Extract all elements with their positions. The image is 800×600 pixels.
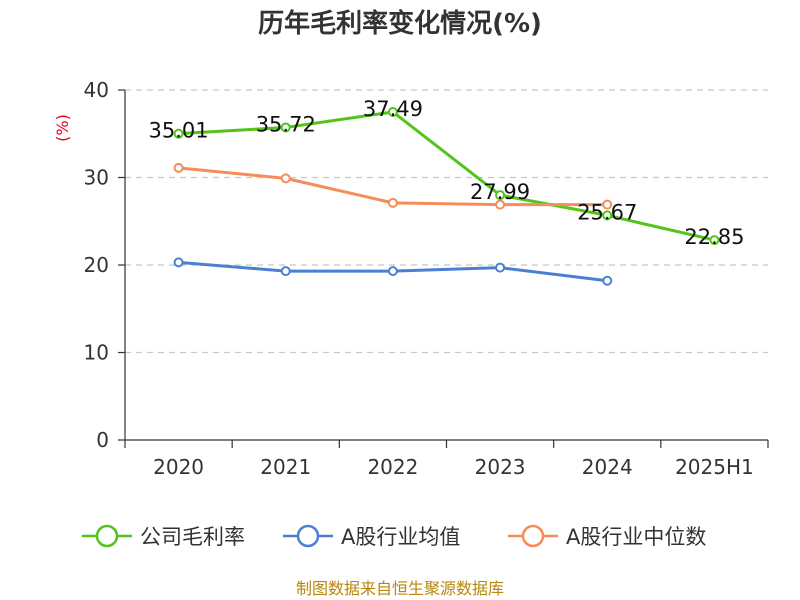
series-0-point-2022: [387, 106, 398, 117]
series-0-point-2023: [495, 190, 506, 201]
series-1-point-2023: [495, 262, 506, 273]
y-tick-label-20: 20: [84, 253, 109, 277]
x-tick-label-2025H1: 2025H1: [675, 455, 754, 479]
series-1-point-2021: [280, 266, 291, 277]
legend: 公司毛利率 A股行业均值 A股行业中位数: [82, 524, 706, 549]
data-label-2020: 35.01: [149, 119, 209, 143]
series-2-point-2023: [495, 199, 506, 210]
y-tick-label-40: 40: [84, 78, 109, 102]
y-tick-label-10: 10: [84, 341, 109, 365]
grid-lines: [125, 89, 768, 354]
data-labels: 35.01 35.72 37.49 27.99 25.67 22.85: [149, 97, 745, 249]
legend-label-1: A股行业均值: [341, 525, 460, 549]
legend-marker-1: [296, 524, 320, 548]
series-2-point-2021: [280, 173, 291, 184]
source-note: 制图数据来自恒生聚源数据库: [296, 579, 504, 598]
x-tick-label-2023: 2023: [475, 455, 526, 479]
series-0-point-2021: [280, 122, 291, 133]
series-0-point-2024: [602, 210, 613, 221]
series-2-point-2024: [602, 199, 613, 210]
axes: 0 10 20 30 40 2020 2021 2022 2023 2024 2025H1: [84, 78, 769, 479]
series-lines: [173, 106, 720, 286]
y-tick-label-0: 0: [96, 428, 109, 452]
legend-marker-2: [521, 524, 545, 548]
series-0-point-2020: [173, 128, 184, 139]
chart-title: 历年毛利率变化情况(%): [258, 8, 542, 39]
data-label-2025H1: 22.85: [684, 225, 744, 249]
data-label-2023: 27.99: [470, 180, 530, 204]
data-label-2022: 37.49: [363, 97, 423, 121]
x-tick-label-2022: 2022: [367, 455, 418, 479]
series-0-point-2025H1: [709, 235, 720, 246]
series-1-point-2024: [602, 275, 613, 286]
series-1-point-2020: [173, 257, 184, 268]
series-line-0: [178, 110, 715, 242]
series-1-point-2022: [387, 266, 398, 277]
y-axis-unit: (%): [53, 114, 72, 142]
legend-label-0: 公司毛利率: [140, 525, 245, 549]
series-2-point-2022: [387, 197, 398, 208]
data-label-2024: 25.67: [577, 200, 637, 224]
x-tick-label-2020: 2020: [153, 455, 204, 479]
legend-marker-0: [95, 524, 119, 548]
data-label-2021: 35.72: [256, 112, 316, 136]
legend-label-2: A股行业中位数: [566, 525, 706, 549]
x-tick-label-2021: 2021: [260, 455, 311, 479]
y-tick-label-30: 30: [84, 166, 109, 190]
x-tick-label-2024: 2024: [582, 455, 633, 479]
series-2-point-2020: [173, 162, 184, 173]
